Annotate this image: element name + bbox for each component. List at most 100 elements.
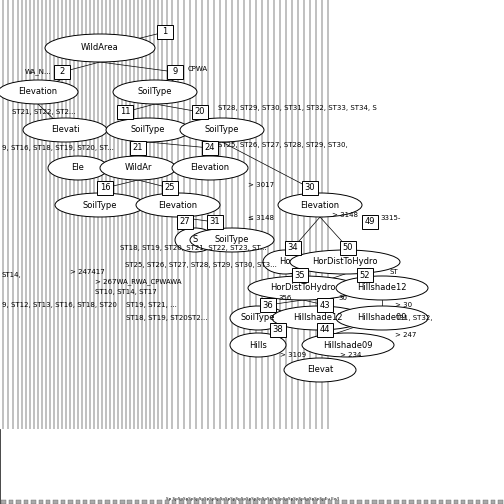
Bar [142, 500, 147, 504]
Text: SoilType: SoilType [138, 88, 172, 96]
Bar [157, 500, 162, 504]
Bar [365, 500, 369, 504]
Bar [179, 500, 184, 504]
Text: > 3109: > 3109 [280, 352, 306, 358]
Bar [207, 215, 223, 229]
Bar [394, 500, 399, 504]
Text: Elevat: Elevat [307, 365, 333, 374]
Bar [117, 105, 133, 119]
Bar [162, 181, 178, 195]
Ellipse shape [0, 80, 78, 104]
Text: 30: 30 [305, 183, 316, 193]
Text: Elevation: Elevation [19, 88, 57, 96]
Bar [270, 323, 286, 337]
Text: ST19, ST21, ...: ST19, ST21, ... [126, 302, 177, 308]
Bar [305, 500, 310, 504]
Bar [285, 241, 301, 255]
Bar [150, 500, 154, 504]
Bar [128, 500, 132, 504]
Bar [431, 500, 436, 504]
Ellipse shape [45, 34, 155, 62]
Text: > 267WA_RWA_CPWAWA: > 267WA_RWA_CPWAWA [95, 279, 181, 285]
Bar [53, 500, 58, 504]
Text: ST25, ST26, ST27, ST28, ST29, ST30,: ST25, ST26, ST27, ST28, ST29, ST30, [218, 142, 348, 148]
Ellipse shape [230, 306, 286, 330]
Text: 36: 36 [263, 300, 273, 309]
Text: Elevation: Elevation [300, 201, 340, 210]
Text: 35: 35 [295, 271, 305, 280]
Text: Hills: Hills [249, 341, 267, 349]
Text: T31, ST32,: T31, ST32, [395, 315, 432, 321]
Text: S: S [193, 235, 198, 244]
Bar [135, 500, 139, 504]
Bar [31, 500, 36, 504]
Bar [340, 241, 356, 255]
Text: WA_N...: WA_N... [25, 69, 52, 76]
Bar [468, 500, 473, 504]
Ellipse shape [278, 193, 362, 217]
Bar [387, 500, 391, 504]
Bar [276, 500, 280, 504]
Ellipse shape [113, 80, 197, 104]
Text: 34: 34 [288, 243, 298, 253]
Text: 16: 16 [100, 183, 110, 193]
Bar [439, 500, 443, 504]
Text: 3315-: 3315- [380, 215, 400, 221]
Text: 50: 50 [343, 243, 353, 253]
Text: > 247417: > 247417 [70, 269, 105, 275]
Text: 31: 31 [210, 218, 220, 226]
Bar [380, 500, 384, 504]
Ellipse shape [106, 118, 190, 142]
Bar [209, 500, 214, 504]
Bar [76, 500, 80, 504]
Ellipse shape [272, 306, 364, 330]
Text: ST21, ST22, ST2...: ST21, ST22, ST2... [12, 109, 76, 115]
Bar [342, 500, 347, 504]
Text: 21: 21 [133, 144, 143, 153]
Text: WildArea: WildArea [81, 43, 119, 52]
Text: 30: 30 [338, 295, 347, 301]
Ellipse shape [284, 358, 356, 382]
Bar [157, 25, 173, 39]
Bar [424, 500, 428, 504]
Text: 9, ST12, ST13, ST16, ST18, ST20: 9, ST12, ST13, ST16, ST18, ST20 [2, 302, 117, 308]
Text: 9, ST16, ST18, ST19, ST20, ST...: 9, ST16, ST18, ST19, ST20, ST... [2, 145, 114, 151]
Text: ST14,: ST14, [2, 272, 22, 278]
Text: HorDistToHydro: HorDistToHydro [270, 283, 336, 292]
Ellipse shape [175, 228, 215, 252]
Bar [231, 500, 236, 504]
Bar [268, 500, 273, 504]
Ellipse shape [336, 306, 428, 330]
Ellipse shape [136, 193, 220, 217]
Bar [113, 500, 117, 504]
Bar [402, 500, 406, 504]
Ellipse shape [48, 156, 108, 180]
Text: 2: 2 [59, 68, 65, 77]
Text: ST18, ST19, ST20ST2...: ST18, ST19, ST20ST2... [126, 315, 208, 321]
Text: CPWA: CPWA [188, 66, 208, 72]
Text: SoilType: SoilType [205, 125, 239, 135]
Bar [239, 500, 243, 504]
Text: Sp SpSpSpSpSpSpSpSpSpSpSpSpSpSpSpSpSpSpSpSpSpSpSpSpSpSpSpSpSpEu Ee/l: Sp SpSpSpSpSpSpSpSpSpSpSpSpSpSpSpSpSpSpS… [165, 497, 339, 501]
Bar [177, 215, 193, 229]
Bar [167, 65, 183, 79]
Bar [254, 500, 258, 504]
Bar [328, 500, 332, 504]
Bar [302, 181, 318, 195]
Text: ST: ST [390, 269, 399, 275]
Bar [317, 323, 333, 337]
Text: ST28, ST29, ST30, ST31, ST32, ST33, ST34, S: ST28, ST29, ST30, ST31, ST32, ST33, ST34… [218, 105, 377, 111]
Ellipse shape [290, 250, 400, 274]
Bar [446, 500, 451, 504]
Bar [409, 500, 414, 504]
Text: Elevation: Elevation [191, 163, 229, 172]
Text: 356: 356 [278, 295, 291, 301]
Text: 44: 44 [320, 326, 330, 335]
Text: > 30: > 30 [395, 302, 412, 308]
Text: SoilType: SoilType [131, 125, 165, 135]
Text: 27: 27 [180, 218, 191, 226]
Text: Hillshade12: Hillshade12 [293, 313, 343, 323]
Bar [483, 500, 488, 504]
Ellipse shape [263, 250, 307, 274]
Bar [350, 500, 354, 504]
